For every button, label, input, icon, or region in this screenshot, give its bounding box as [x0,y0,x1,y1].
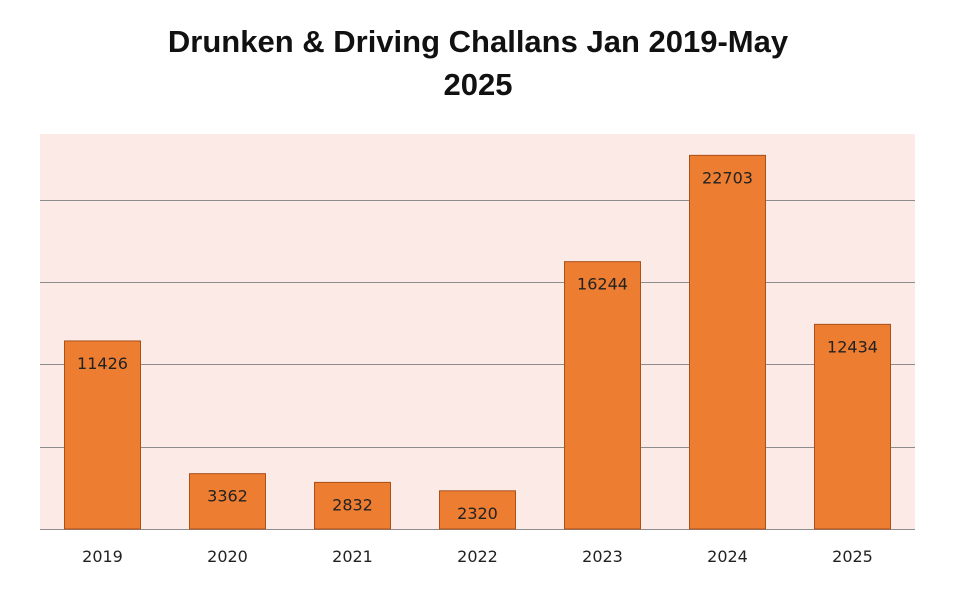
data-label-2021: 2832 [332,495,373,514]
bar-2020 [189,473,266,530]
data-labels: 11426 3362 2832 2320 16244 22703 12434 [77,168,878,522]
data-label-2025: 12434 [827,337,878,356]
bar-2023 [564,261,641,530]
plot-area [40,134,915,529]
bar-2019 [64,340,141,530]
data-label-2022: 2320 [457,504,498,523]
bar-2022 [439,490,516,530]
bar-2024 [689,154,766,530]
x-tick-label-2019: 2019 [82,547,123,566]
data-label-2023: 16244 [577,275,628,294]
x-tick-label-2021: 2021 [332,547,373,566]
x-tick-label-2025: 2025 [832,547,873,566]
chart-title-line-1: Drunken & Driving Challans Jan 2019-May [167,24,789,59]
data-label-2020: 3362 [207,487,248,506]
x-tick-label-2020: 2020 [207,547,248,566]
bar-2021 [314,481,391,530]
x-axis-tick-labels: 2019 2020 2021 2022 2023 2024 2025 [82,547,873,566]
x-tick-label-2022: 2022 [457,547,498,566]
chart-title-line-2: 2025 [443,67,513,102]
bar-2025 [814,323,891,530]
data-label-2019: 11426 [77,354,128,373]
x-tick-label-2024: 2024 [707,547,748,566]
data-label-2024: 22703 [702,168,753,187]
bars [64,154,891,530]
chart-title: Drunken & Driving Challans Jan 2019-May … [0,20,956,106]
x-tick-label-2023: 2023 [582,547,623,566]
